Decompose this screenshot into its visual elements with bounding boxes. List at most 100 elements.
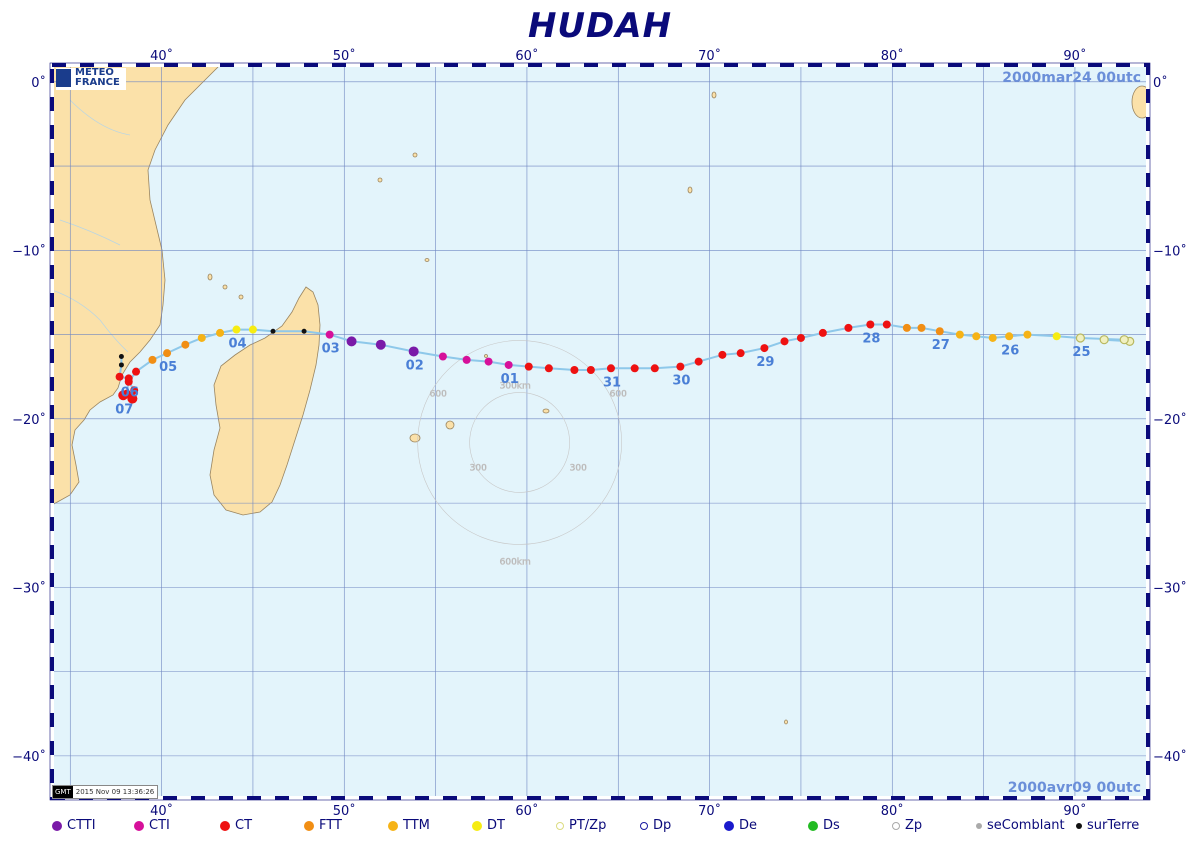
- track-point: [917, 323, 926, 332]
- axis-tick-labels: 40˚ 40˚ 50˚ 50˚ 60˚ 60˚ 70˚ 70˚ 80˚ 80˚ 90˚ 90˚ 0˚ 0˚…: [12, 48, 1187, 819]
- track-point: [544, 364, 553, 373]
- legend-swatch: [976, 822, 982, 829]
- coordinate-grid: [52, 65, 1148, 798]
- track-point: [902, 323, 911, 332]
- meteo-france-logo-text: METEO FRANCE: [75, 68, 120, 88]
- track-point: [796, 333, 805, 342]
- frame-outline: [49, 62, 1151, 801]
- track-point: [1075, 333, 1086, 343]
- lon-tick-top: 90˚: [1063, 48, 1086, 64]
- sumatra-tip: [1131, 85, 1148, 119]
- legend-label: PT/Zp: [569, 818, 607, 833]
- lat-tick-left: −10˚: [12, 243, 46, 259]
- range-rings: 300km 600km 300 300 600 600: [417, 340, 627, 568]
- lat-tick-right: −40˚: [1153, 749, 1187, 765]
- legend-label: TTM: [403, 818, 430, 833]
- track-point: [132, 367, 141, 376]
- range-ring-600km: [417, 340, 622, 545]
- legend-swatch: [640, 821, 648, 830]
- day-label: 05: [159, 360, 177, 375]
- track-point: [118, 354, 124, 360]
- legend-item-de: De: [724, 818, 757, 833]
- track-point: [504, 360, 513, 369]
- legend-label: Dp: [653, 818, 672, 833]
- track-point: [882, 320, 891, 329]
- legend-label: De: [739, 818, 758, 833]
- range-ring-label: 300: [570, 463, 587, 473]
- comoros-island-2: [222, 284, 228, 290]
- legend-item-secomblant: seComblant: [976, 818, 1065, 833]
- rivers: [52, 99, 131, 353]
- lat-tick-left: 0˚: [31, 75, 46, 91]
- end-date-label: 2000avr09 00utc: [1008, 780, 1141, 796]
- cyclone-track: [115, 320, 1135, 404]
- legend-item-cti: CTI: [134, 818, 170, 833]
- comoros-island-3: [238, 294, 244, 300]
- chagos-island: [687, 186, 693, 194]
- legend-item-zp: Zp: [892, 818, 922, 833]
- legend-label: DT: [487, 818, 505, 833]
- lat-tick-left: −40˚: [12, 749, 46, 765]
- lon-tick-bottom: 50˚: [333, 803, 356, 819]
- day-label: 06: [121, 385, 139, 400]
- legend-label: seComblant: [987, 818, 1065, 833]
- track-point: [375, 339, 386, 350]
- legend-item-dp: Dp: [640, 818, 671, 833]
- reunion-island: [409, 433, 421, 443]
- track-point: [197, 333, 206, 342]
- seychelles-island-2: [377, 177, 383, 183]
- lat-tick-right: −10˚: [1153, 243, 1187, 259]
- track-point: [148, 355, 157, 364]
- legend: CTTI CTI CT FTT TTM DT PT/Zp Dp De Ds Zp seComblant…: [52, 818, 1200, 838]
- track-point: [844, 323, 853, 332]
- track-point: [181, 340, 190, 349]
- track-point: [586, 365, 595, 374]
- track-point: [462, 355, 471, 364]
- day-label: 01: [501, 372, 519, 387]
- legend-swatch: [472, 820, 482, 831]
- day-label: 28: [862, 331, 880, 346]
- track-point: [115, 372, 124, 381]
- day-label: 07: [115, 402, 133, 417]
- africa-landmass: [52, 65, 221, 506]
- lat-tick-left: −30˚: [12, 580, 46, 596]
- legend-label: CTI: [149, 818, 170, 833]
- amsterdam-island: [784, 719, 788, 725]
- meteo-france-logo: METEO FRANCE: [56, 68, 126, 90]
- lat-tick-right: −30˚: [1153, 580, 1187, 596]
- legend-label: surTerre: [1087, 818, 1140, 833]
- track-point: [1119, 335, 1129, 345]
- day-label: 26: [1001, 343, 1019, 358]
- legend-swatch: [304, 820, 314, 831]
- track-point: [232, 325, 241, 334]
- track-point: [524, 362, 533, 371]
- legend-item-dt: DT: [472, 818, 505, 833]
- track-point: [270, 328, 276, 334]
- day-label: 25: [1072, 345, 1090, 360]
- meteo-france-logo-icon: [56, 69, 71, 87]
- legend-item-pt-zp: PT/Zp: [556, 818, 606, 833]
- track-point: [630, 364, 639, 373]
- lat-tick-right: 0˚: [1153, 75, 1168, 91]
- legend-item-ttm: TTM: [388, 818, 430, 833]
- legend-label: Ds: [823, 818, 840, 833]
- logo-line-2: FRANCE: [75, 77, 120, 88]
- start-date-label: 2000mar24 00utc: [1002, 70, 1141, 86]
- lon-tick-top: 40˚: [150, 48, 173, 64]
- day-label: 27: [932, 338, 950, 353]
- logo-line-1: METEO: [75, 67, 114, 78]
- range-ring-label: 600km: [500, 557, 531, 567]
- land-masses: [52, 65, 1148, 725]
- track-point: [866, 320, 875, 329]
- track-point: [130, 386, 139, 395]
- day-label: 31: [603, 375, 621, 390]
- track-point: [124, 374, 133, 383]
- lon-tick-top: 50˚: [333, 48, 356, 64]
- lon-tick-bottom: 60˚: [515, 803, 538, 819]
- range-ring-label: 300: [470, 463, 487, 473]
- gmt-timestamp-text: 2015 Nov 09 13:36:26: [75, 788, 155, 796]
- track-point: [694, 357, 703, 366]
- track-point: [1005, 332, 1014, 341]
- track-point: [1099, 335, 1109, 345]
